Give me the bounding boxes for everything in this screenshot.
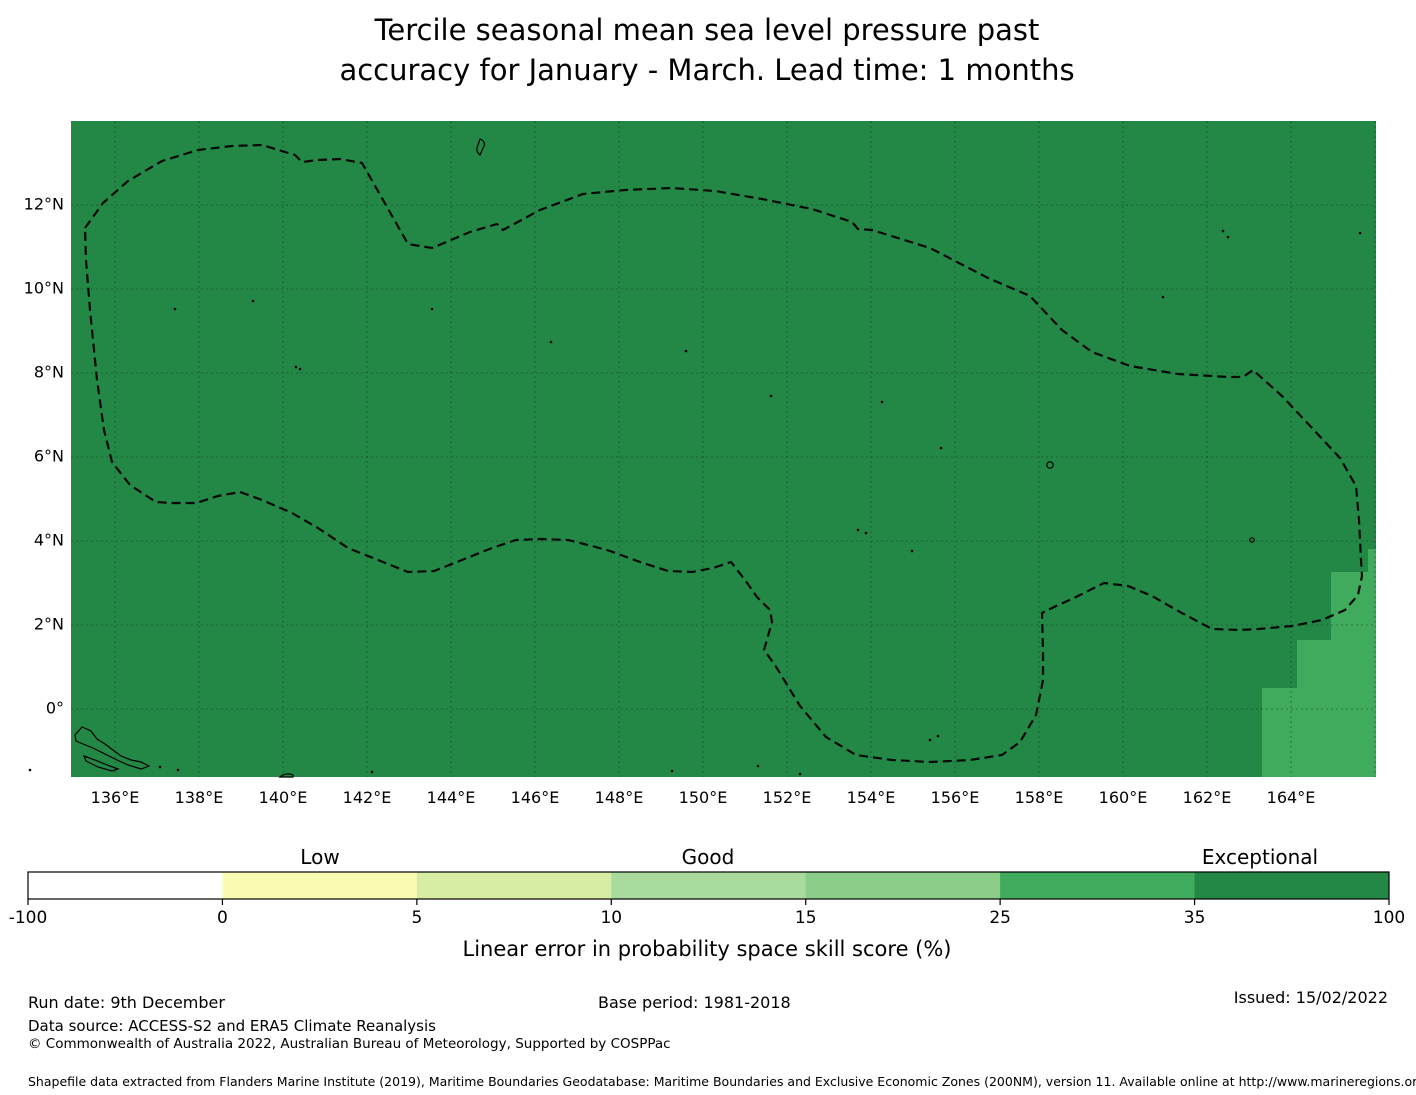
island-speck: [798, 772, 802, 776]
island-speck: [173, 307, 177, 311]
x-tick-label: 162°E: [1183, 788, 1232, 807]
x-tick-label: 160°E: [1099, 788, 1148, 807]
colorbar-tick-label: 100: [1373, 908, 1405, 928]
island-speck: [670, 769, 674, 773]
y-tick-label: 2°N: [34, 615, 64, 634]
x-tick-label: 152°E: [763, 788, 812, 807]
island-speck: [910, 549, 914, 553]
island-speck: [756, 764, 760, 768]
colorbar-caption: Linear error in probability space skill …: [463, 937, 952, 961]
x-tick-label: 156°E: [931, 788, 980, 807]
y-tick-label: 12°N: [24, 195, 64, 214]
island-guam-outline: [476, 138, 486, 156]
island-speck: [176, 768, 180, 772]
island-speck: [430, 307, 434, 311]
map-gridlines: [71, 121, 1376, 777]
colorbar-segment: [1194, 872, 1390, 899]
colorbar-segment: [1000, 872, 1196, 899]
x-axis: 136°E 138°E 140°E 142°E 144°E 146°E 148°…: [91, 788, 1316, 807]
y-tick-label: 10°N: [24, 279, 64, 298]
island-speck: [1226, 235, 1230, 239]
x-tick-label: 144°E: [427, 788, 476, 807]
island-speck: [298, 367, 302, 371]
island-speck: [1358, 231, 1362, 235]
colorbar-category-exceptional: Exceptional: [1202, 845, 1318, 869]
island-speck: [549, 340, 553, 344]
map-plot: [28, 121, 1376, 778]
footer-run-date: Run date: 9th December: [28, 993, 225, 1012]
island-speck: [370, 770, 374, 774]
x-tick-label: 164°E: [1267, 788, 1316, 807]
colorbar-tick-label: 0: [217, 908, 228, 928]
island-speck: [769, 394, 773, 398]
colorbar-segment: [805, 872, 1001, 899]
island-atoll-ring: [1046, 461, 1054, 469]
colorbar-category-labels: Low Good Exceptional: [300, 845, 1318, 869]
x-tick-label: 138°E: [175, 788, 224, 807]
x-tick-label: 158°E: [1015, 788, 1064, 807]
map-secondary-fill-region: [1262, 549, 1376, 777]
y-tick-label: 8°N: [34, 363, 64, 382]
x-tick-label: 146°E: [511, 788, 560, 807]
island-speck: [928, 738, 932, 742]
island-speck: [936, 734, 940, 738]
x-tick-label: 140°E: [259, 788, 308, 807]
colorbar-ticks: -100 0 5 10 15 25 35 100: [9, 899, 1405, 928]
y-tick-label: 6°N: [34, 447, 64, 466]
island-speck: [939, 446, 943, 450]
x-tick-label: 142°E: [343, 788, 392, 807]
eez-boundary-path: [83, 143, 1364, 764]
colorbar-frame: [27, 871, 1390, 900]
colorbar-segment: [222, 872, 418, 899]
colorbar-segments: [28, 872, 1390, 899]
y-tick-label: 4°N: [34, 531, 64, 550]
chart-title-line1: Tercile seasonal mean sea level pressure…: [374, 13, 1040, 47]
colorbar-tick-label: 35: [1184, 908, 1206, 928]
island-bismarck-outline: [74, 726, 294, 778]
island-speck: [1221, 229, 1225, 233]
colorbar-category-good: Good: [682, 845, 735, 869]
island-kosrae-outline: [1249, 537, 1255, 543]
island-speck: [684, 349, 688, 353]
colorbar-segment: [28, 872, 223, 899]
map-base-fill: [71, 121, 1376, 777]
island-speck: [251, 299, 255, 303]
y-axis: 12°N 10°N 8°N 6°N 4°N 2°N 0°: [24, 195, 64, 718]
x-tick-label: 150°E: [679, 788, 728, 807]
colorbar-tick-label: -100: [9, 908, 48, 928]
chart-title-line2: accuracy for January - March. Lead time:…: [339, 53, 1074, 87]
colorbar-tick-label: 15: [795, 908, 817, 928]
x-tick-label: 136°E: [91, 788, 140, 807]
colorbar-tick-label: 5: [411, 908, 422, 928]
footer-issued: Issued: 15/02/2022: [1234, 988, 1388, 1007]
footer-shapefile-note: Shapefile data extracted from Flanders M…: [28, 1074, 1416, 1089]
island-specks: [28, 229, 1362, 776]
island-speck: [158, 765, 162, 769]
colorbar-category-low: Low: [300, 845, 339, 869]
island-speck: [864, 531, 868, 535]
colorbar-segment: [416, 872, 612, 899]
island-speck: [880, 400, 884, 404]
footer-copyright: © Commonwealth of Australia 2022, Austra…: [28, 1036, 671, 1052]
y-tick-label: 0°: [46, 699, 64, 718]
x-tick-label: 154°E: [847, 788, 896, 807]
island-speck: [856, 528, 860, 532]
footer-base-period: Base period: 1981-2018: [598, 993, 791, 1012]
colorbar-segment: [611, 872, 807, 899]
island-speck: [28, 768, 32, 772]
footer-data-source: Data source: ACCESS-S2 and ERA5 Climate …: [28, 1017, 436, 1035]
colorbar: Low Good Exceptional -100 0 5 10 15 25 35 100 L…: [9, 845, 1406, 961]
island-speck: [1161, 295, 1165, 299]
colorbar-tick-label: 25: [989, 908, 1011, 928]
colorbar-tick-label: 10: [600, 908, 622, 928]
footer: Run date: 9th December Base period: 1981…: [28, 988, 1416, 1089]
island-speck: [294, 365, 298, 369]
x-tick-label: 148°E: [595, 788, 644, 807]
